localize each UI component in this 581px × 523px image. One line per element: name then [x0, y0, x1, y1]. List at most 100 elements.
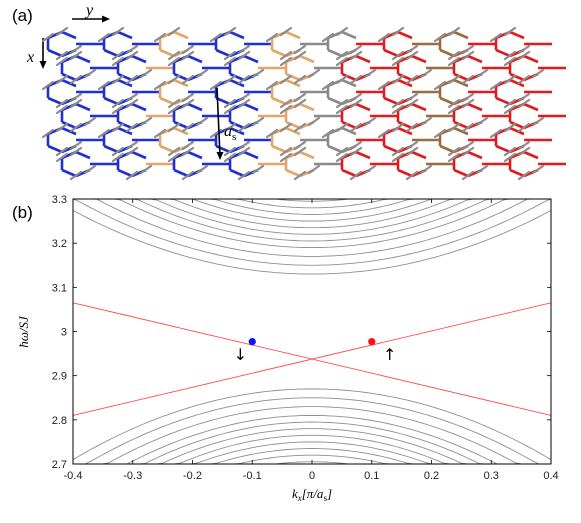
bond [271, 48, 287, 58]
spin-cone-icon [125, 170, 139, 181]
spin-cone-icon [447, 104, 461, 115]
spin-cone-icon [433, 128, 447, 139]
spin-cone-icon [335, 26, 349, 37]
spin-cone-icon [517, 44, 531, 55]
spin-cone-icon [69, 44, 83, 55]
spin-cone-icon [461, 146, 475, 157]
bulk-bands [72, 198, 552, 465]
bond [75, 150, 91, 160]
bond [75, 102, 91, 112]
spin-cone-icon [461, 44, 475, 55]
edge-state-line-1 [72, 302, 552, 416]
bond [75, 54, 91, 64]
spin-cone-icon [503, 122, 517, 133]
bond [47, 144, 63, 154]
bond [509, 72, 525, 82]
spin-cone-icon [55, 56, 69, 67]
spin-cone-icon [391, 56, 405, 67]
spin-cone-icon [447, 122, 461, 133]
x-axis-title: kx[π/as] [292, 486, 332, 503]
spin-cone-icon [41, 128, 55, 139]
spin-cone-icon [307, 116, 321, 127]
spin-cone-icon [517, 50, 531, 61]
spin-cone-icon [419, 68, 433, 79]
spin-cone-icon [153, 128, 167, 139]
x-tick-label: 0 [309, 470, 315, 482]
bond [117, 126, 133, 136]
bond [159, 48, 175, 58]
bond [229, 78, 245, 88]
spin-cone-icon [349, 122, 363, 133]
spin-cone-icon [461, 98, 475, 109]
spin-cone-icon [391, 146, 405, 157]
spin-cone-icon [335, 74, 349, 85]
x-tick-label: 0.1 [364, 470, 379, 482]
spin-cone-icon [461, 74, 475, 85]
spin-cone-icon [251, 68, 265, 79]
bond [271, 144, 287, 154]
spin-cone-icon [167, 146, 181, 157]
spin-cone-icon [265, 128, 279, 139]
bond [285, 72, 301, 82]
spin-cone-icon [97, 32, 111, 43]
upper-band-line [72, 198, 552, 266]
spin-cone-icon [223, 56, 237, 67]
spin-cone-icon [69, 74, 83, 85]
bond [383, 48, 399, 58]
spin-cone-icon [223, 146, 237, 157]
bond [341, 72, 357, 82]
spin-cone-icon [55, 50, 69, 61]
spin-cone-icon [517, 140, 531, 151]
spin-cone-icon [405, 74, 419, 85]
lattice-spacing-arrow [216, 87, 224, 160]
spin-cone-icon [531, 116, 545, 127]
spin-cone-icon [55, 98, 69, 109]
spin-cone-icon [447, 98, 461, 109]
x-tick-label: -0.1 [243, 470, 262, 482]
spin-cone-icon [517, 122, 531, 133]
spin-arrow-0: ↓ [234, 345, 247, 364]
bond [117, 120, 133, 130]
spin-cone-icon [237, 170, 251, 181]
spin-cone-icon [167, 50, 181, 61]
upper-band-line [73, 198, 551, 242]
spin-cone-icon [195, 164, 209, 175]
bond [229, 120, 245, 130]
lower-band-line [73, 397, 551, 465]
spin-cone-icon [181, 50, 195, 61]
spin-cone-icon [293, 74, 307, 85]
bond [453, 126, 469, 136]
spin-cone-icon [349, 170, 363, 181]
spin-cone-icon [349, 140, 363, 151]
spin-cone-icon [279, 152, 293, 163]
spin-cone-icon [69, 140, 83, 151]
bond [397, 72, 413, 82]
x-axis-label: x [26, 49, 34, 66]
spin-cone-icon [447, 146, 461, 157]
spin-cone-icon [223, 104, 237, 115]
spin-cone-icon [405, 140, 419, 151]
bond [285, 168, 301, 178]
bond [173, 168, 189, 178]
bond [467, 150, 483, 160]
bond [61, 168, 77, 178]
spin-cone-icon [321, 32, 335, 43]
spin-cone-icon [307, 68, 321, 79]
spin-cone-icon [209, 32, 223, 43]
bond [509, 168, 525, 178]
bond [509, 126, 525, 136]
bond [117, 30, 133, 40]
spin-cone-icon [405, 50, 419, 61]
bond [173, 126, 189, 136]
bond [159, 144, 175, 154]
spin-arrow-1: ↑ [383, 345, 396, 364]
spin-cone-icon [251, 116, 265, 127]
spin-cone-icon [167, 104, 181, 115]
spin-cone-icon [461, 170, 475, 181]
spin-cone-icon [139, 116, 153, 127]
bond [453, 168, 469, 178]
bond [341, 126, 357, 136]
spin-cone-icon [503, 56, 517, 67]
spin-cone-icon [111, 152, 125, 163]
bond [173, 30, 189, 40]
